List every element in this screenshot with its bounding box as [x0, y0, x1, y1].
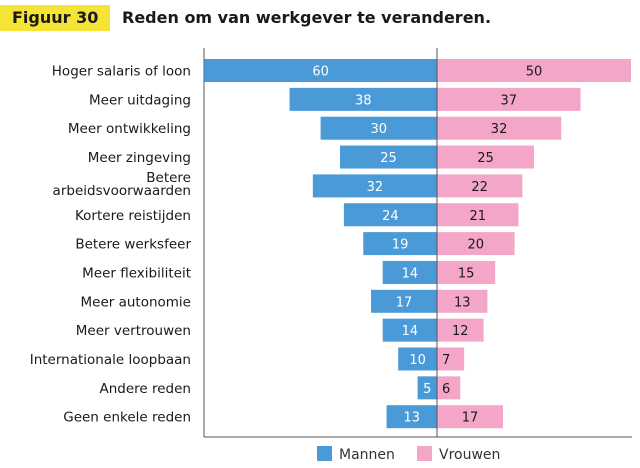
value-label-mannen-meer-zingeving: 25 — [380, 151, 397, 166]
legend-label-vrouwen: Vrouwen — [439, 447, 500, 463]
value-label-vrouwen-betere-arbeidsvoorwaarden: 22 — [471, 180, 488, 195]
value-label-vrouwen-meer-vertrouwen: 12 — [452, 324, 469, 339]
bar-vrouwen-meer-ontwikkeling — [437, 116, 562, 140]
bar-vrouwen-betere-werksfeer — [437, 232, 515, 256]
legend-swatch-vrouwen — [417, 446, 432, 461]
bar-mannen-meer-flexibiliteit — [382, 260, 437, 284]
value-label-vrouwen-meer-uitdaging: 37 — [501, 93, 518, 108]
bar-vrouwen-meer-vertrouwen — [437, 318, 484, 342]
category-label-hoger-salaris-of-loon: Hoger salaris of loon — [52, 64, 191, 80]
chart-title: Reden om van werkgever te veranderen. — [122, 8, 492, 27]
category-label-internationale-loopbaan: Internationale loopbaan — [30, 352, 191, 368]
value-label-vrouwen-andere-reden: 6 — [442, 382, 450, 397]
value-label-vrouwen-meer-autonomie: 13 — [454, 295, 471, 310]
category-label-betere-werksfeer: Betere werksfeer — [75, 237, 191, 253]
value-label-vrouwen-meer-zingeving: 25 — [477, 151, 494, 166]
category-label-andere-reden: Andere reden — [99, 381, 191, 397]
value-label-mannen-betere-arbeidsvoorwaarden: 32 — [367, 180, 384, 195]
bar-mannen-meer-vertrouwen — [382, 318, 437, 342]
value-label-mannen-hoger-salaris-of-loon: 60 — [312, 65, 329, 80]
category-label-betere-arbeidsvoorwaarden: Betere arbeidsvoorwaarden — [53, 170, 191, 199]
value-label-mannen-betere-werksfeer: 19 — [392, 238, 409, 253]
bar-mannen-betere-werksfeer — [363, 232, 437, 256]
bar-vrouwen-hoger-salaris-of-loon — [437, 59, 631, 82]
value-label-vrouwen-geen-enkele-reden: 17 — [462, 411, 479, 426]
value-label-mannen-geen-enkele-reden: 13 — [404, 411, 421, 426]
bar-vrouwen-internationale-loopbaan — [437, 347, 465, 371]
value-label-vrouwen-meer-flexibiliteit: 15 — [458, 266, 475, 281]
bar-mannen-meer-autonomie — [371, 289, 437, 313]
value-label-mannen-kortere-reistijden: 24 — [382, 209, 399, 224]
bar-mannen-meer-ontwikkeling — [320, 116, 437, 140]
bar-mannen-betere-arbeidsvoorwaarden — [312, 174, 437, 198]
value-label-mannen-andere-reden: 5 — [423, 382, 431, 397]
bar-mannen-meer-uitdaging — [289, 87, 437, 111]
value-label-vrouwen-betere-werksfeer: 20 — [468, 238, 485, 253]
figure-label: Figuur 30 — [0, 5, 111, 31]
bar-vrouwen-meer-zingeving — [437, 145, 534, 169]
value-label-vrouwen-kortere-reistijden: 21 — [469, 209, 486, 224]
category-label-meer-vertrouwen: Meer vertrouwen — [76, 323, 191, 339]
category-label-meer-ontwikkeling: Meer ontwikkeling — [68, 121, 191, 137]
bar-vrouwen-andere-reden — [437, 376, 461, 400]
value-label-mannen-meer-uitdaging: 38 — [355, 93, 372, 108]
value-label-vrouwen-internationale-loopbaan: 7 — [442, 353, 450, 368]
bar-mannen-hoger-salaris-of-loon — [204, 59, 437, 82]
value-label-mannen-meer-autonomie: 17 — [396, 295, 413, 310]
category-label-meer-flexibiliteit: Meer flexibiliteit — [82, 265, 191, 281]
value-label-vrouwen-meer-ontwikkeling: 32 — [491, 122, 508, 137]
legend-label-mannen: Mannen — [339, 447, 395, 463]
bar-vrouwen-geen-enkele-reden — [437, 405, 503, 429]
bar-mannen-kortere-reistijden — [343, 203, 437, 227]
value-label-mannen-internationale-loopbaan: 10 — [409, 353, 426, 368]
bar-vrouwen-meer-autonomie — [437, 289, 488, 313]
legend-swatch-mannen — [317, 446, 332, 461]
bar-vrouwen-meer-flexibiliteit — [437, 260, 496, 284]
category-label-geen-enkele-reden: Geen enkele reden — [63, 410, 191, 426]
value-label-vrouwen-hoger-salaris-of-loon: 50 — [526, 65, 543, 80]
bar-mannen-internationale-loopbaan — [398, 347, 437, 371]
bar-mannen-geen-enkele-reden — [386, 405, 437, 429]
value-label-mannen-meer-vertrouwen: 14 — [402, 324, 419, 339]
category-label-meer-uitdaging: Meer uitdaging — [89, 92, 191, 108]
bar-vrouwen-meer-uitdaging — [437, 87, 581, 111]
value-label-mannen-meer-flexibiliteit: 14 — [402, 266, 419, 281]
bar-mannen-meer-zingeving — [340, 145, 437, 169]
bar-mannen-andere-reden — [417, 376, 437, 400]
value-label-mannen-meer-ontwikkeling: 30 — [371, 122, 388, 137]
category-label-meer-zingeving: Meer zingeving — [88, 150, 191, 166]
category-label-meer-autonomie: Meer autonomie — [80, 294, 191, 310]
category-label-kortere-reistijden: Kortere reistijden — [75, 208, 191, 224]
bar-vrouwen-betere-arbeidsvoorwaarden — [437, 174, 523, 198]
bar-vrouwen-kortere-reistijden — [437, 203, 519, 227]
